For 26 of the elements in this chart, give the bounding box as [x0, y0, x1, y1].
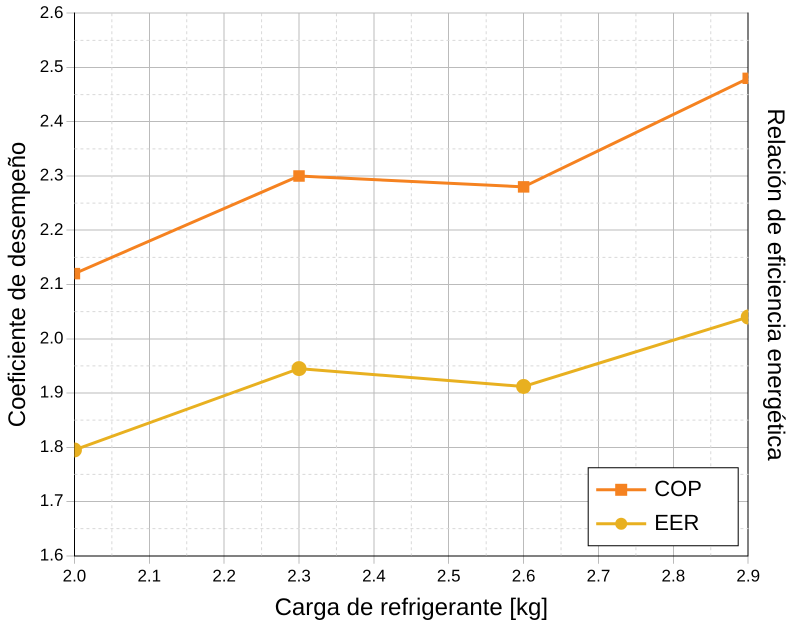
- y-tick-label: 1.7: [40, 491, 64, 510]
- y-tick-label: 2.3: [40, 166, 64, 185]
- y-tick-label: 2.5: [40, 57, 64, 76]
- x-tick-label: 2.4: [362, 566, 386, 586]
- y-tick-label: 1.6: [40, 545, 64, 564]
- y-tick-label: 2.6: [40, 2, 64, 22]
- x-tick-label: 2.9: [736, 566, 760, 586]
- legend-label: COP: [654, 476, 702, 501]
- y-tick-label: 2.4: [40, 111, 64, 130]
- x-tick-label: 2.6: [512, 566, 536, 586]
- y-tick-label: 2.2: [40, 220, 64, 239]
- x-tick-label: 2.5: [436, 566, 461, 586]
- x-tick-label: 2.1: [137, 566, 162, 586]
- y-tick-label: 2.1: [40, 274, 64, 294]
- y-tick-label: 1.8: [40, 436, 64, 456]
- legend-label: EER: [654, 510, 700, 535]
- x-tick-label: 2.7: [586, 566, 610, 586]
- x-tick-label: 2.8: [662, 566, 686, 586]
- y-axis-title: Coeficiente de desempeño: [4, 142, 32, 428]
- x-axis-title: Carga de refrigerante [kg]: [274, 594, 548, 622]
- x-tick-label: 2.2: [212, 566, 236, 586]
- y2-axis-title: Relación de eficiencia energética: [762, 108, 789, 462]
- x-tick-label: 2.3: [287, 566, 311, 586]
- x-tick-label: 2.0: [62, 566, 86, 586]
- y-tick-label: 1.9: [40, 382, 64, 402]
- y-tick-label: 2.0: [40, 328, 64, 348]
